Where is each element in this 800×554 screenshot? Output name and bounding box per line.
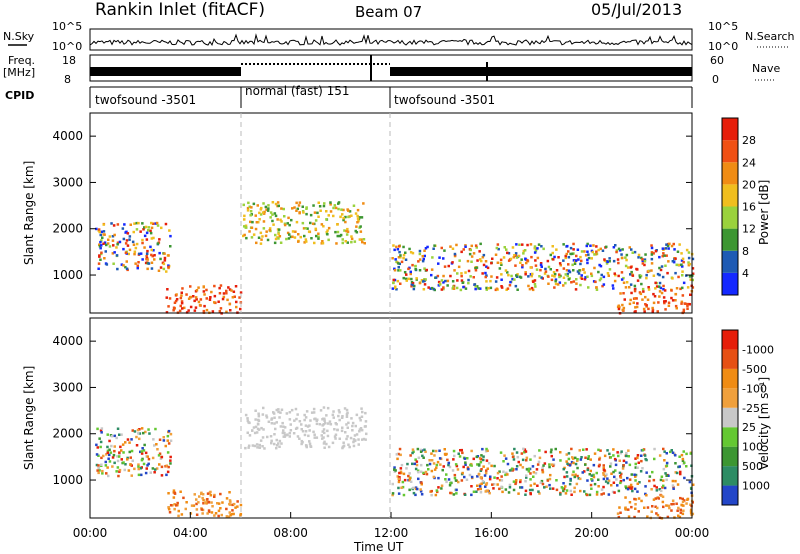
- nsearch-tick-top: 10^5: [708, 20, 738, 33]
- freq-strip: Freq. [MHz] 18 8 60 0 Nave: [3, 54, 780, 86]
- nsky-trace: [89, 33, 693, 47]
- nsky-tick-bottom: 10^0: [52, 40, 82, 53]
- colorbar-swatch: [722, 349, 738, 369]
- range-tick-label: 1000: [52, 268, 83, 282]
- colorbar-swatch: [722, 184, 738, 207]
- colorbar-swatch: [722, 407, 738, 428]
- velocity-panel: 1000 2000 3000 4000 00:00 04:00 08:00 12:00 16:…: [22, 317, 774, 554]
- colorbar-tick-label: 25: [742, 421, 756, 434]
- range-tick-label: 2000: [52, 222, 83, 236]
- power-yaxis: 1000 2000 3000 4000: [52, 129, 692, 282]
- cpid-label: CPID: [5, 89, 34, 102]
- time-tick-label: 16:00: [474, 526, 509, 540]
- freq-tick-top: 18: [62, 54, 76, 67]
- velocity-colorbar: 1000 500 100 25 -25 -100 -500 -1000: [721, 329, 774, 506]
- velocity-ylabel: Slant Range [km]: [22, 366, 36, 470]
- nsky-label: N.Sky: [3, 30, 35, 43]
- colorbar-swatch: [722, 485, 738, 505]
- power-heatmap: [95, 201, 695, 315]
- power-colorbar-label: Power [dB]: [757, 180, 771, 245]
- velocity-colorbar-label: Velocity [m s⁻¹]: [757, 377, 771, 470]
- colorbar-tick-label: 24: [742, 156, 756, 169]
- colorbar-tick-label: 100: [742, 441, 763, 454]
- freq-band-left: [90, 67, 241, 76]
- power-panel: 1000 2000 3000 4000 Slant Range [km] 4 8 12 16…: [22, 112, 771, 315]
- colorbar-tick-label: 16: [742, 201, 756, 214]
- time-tick-label: 00:00: [675, 526, 710, 540]
- time-tick-label: 12:00: [374, 526, 409, 540]
- colorbar-tick-label: 12: [742, 223, 756, 236]
- velocity-heatmap: [95, 406, 695, 520]
- time-tick-label: 00:00: [73, 526, 108, 540]
- cpid-strip: CPID twofsound -3501 normal (fast) 151 t…: [5, 84, 693, 108]
- date-label: 05/Jul/2013: [591, 0, 682, 19]
- colorbar-tick-label: -25: [742, 402, 760, 415]
- colorbar-swatch: [722, 427, 738, 447]
- time-tick-label: 04:00: [173, 526, 208, 540]
- time-tick-label: 20:00: [574, 526, 609, 540]
- colorbar-swatch: [722, 466, 738, 486]
- cpid-segment-1: twofsound -3501: [95, 93, 196, 107]
- colorbar-tick-label: 4: [742, 267, 749, 280]
- colorbar-swatch: [722, 118, 738, 141]
- range-tick-label: 4000: [52, 129, 83, 143]
- colorbar-swatch: [722, 330, 738, 350]
- colorbar-swatch: [722, 228, 738, 251]
- nave-label: Nave: [752, 62, 780, 75]
- range-tick-label: 1000: [52, 473, 83, 487]
- range-tick-label: 3000: [52, 175, 83, 189]
- colorbar-tick-label: 20: [742, 178, 756, 191]
- freq-band-right: [390, 67, 692, 76]
- colorbar-tick-label: 1000: [742, 480, 770, 493]
- colorbar-tick-label: 8: [742, 245, 749, 258]
- nsearch-tick-bottom: 10^0: [708, 40, 738, 53]
- nave-tick-top: 60: [710, 54, 724, 67]
- nsky-tick-top: 10^5: [52, 20, 82, 33]
- freq-tick-bottom: 8: [64, 73, 71, 86]
- colorbar-tick-label: 28: [742, 134, 756, 147]
- range-tick-label: 4000: [52, 334, 83, 348]
- cpid-segment-2: normal (fast) 151: [245, 84, 349, 98]
- colorbar-tick-label: 500: [742, 460, 763, 473]
- colorbar-swatch: [722, 368, 738, 389]
- colorbar-swatch: [722, 250, 738, 273]
- beam-label: Beam 07: [355, 3, 422, 21]
- time-axis-label: Time UT: [353, 540, 404, 554]
- freq-unit: [MHz]: [3, 66, 35, 79]
- power-ylabel: Slant Range [km]: [22, 161, 36, 265]
- colorbar-swatch: [722, 140, 738, 163]
- colorbar-tick-label: -1000: [742, 343, 774, 356]
- range-tick-label: 3000: [52, 380, 83, 394]
- power-colorbar: 4 8 12 16 20 24 28: [721, 117, 756, 296]
- colorbar-tick-label: -500: [742, 363, 767, 376]
- range-tick-label: 2000: [52, 427, 83, 441]
- colorbar-swatch: [722, 272, 738, 295]
- colorbar-swatch: [722, 388, 738, 408]
- time-tick-label: 08:00: [273, 526, 308, 540]
- nsearch-label: N.Search: [745, 30, 795, 43]
- cpid-segment-3: twofsound -3501: [394, 93, 495, 107]
- velocity-xaxis: 00:00 04:00 08:00 12:00 16:00 20:00 00:00: [73, 512, 710, 540]
- freq-label: Freq.: [8, 54, 35, 67]
- colorbar-swatch: [722, 206, 738, 229]
- colorbar-swatch: [722, 162, 738, 185]
- nave-tick-bottom: 0: [712, 73, 719, 86]
- nsky-strip: N.Sky 10^5 10^0 10^5 10^0 N.Search: [3, 20, 795, 53]
- velocity-yaxis: 1000 2000 3000 4000: [52, 334, 692, 487]
- colorbar-tick-label: -100: [742, 382, 767, 395]
- station-title: Rankin Inlet (fitACF): [95, 0, 265, 20]
- colorbar-swatch: [722, 446, 738, 467]
